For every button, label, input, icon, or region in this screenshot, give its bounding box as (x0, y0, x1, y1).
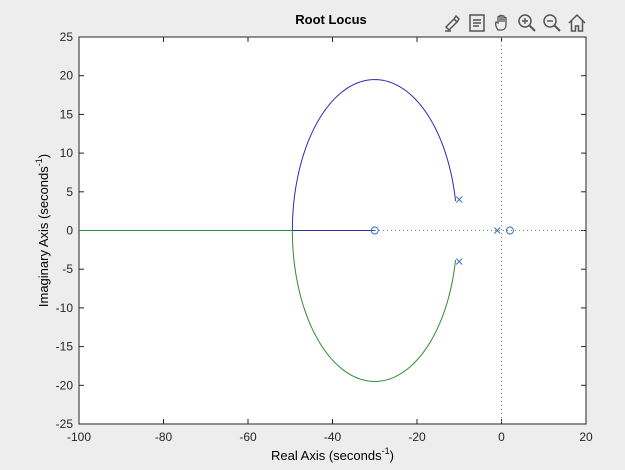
y-tick-label: 10 (60, 146, 74, 160)
figure-toolbar (440, 9, 589, 37)
x-tick-label: 0 (498, 430, 505, 444)
zoom-out-button[interactable] (540, 10, 564, 36)
axis-ticks: -100 -80 -60 -40 -20 0 20 -25 -20 -15 -10 -5 0 5 10 15 2… (56, 30, 593, 444)
y-tick-label: -5 (62, 262, 73, 276)
zero-marker (505, 226, 514, 235)
y-tick-label: 20 (60, 69, 74, 83)
zero-marker (370, 226, 379, 235)
y-tick-label: 5 (66, 185, 73, 199)
zoom-in-icon (518, 14, 536, 32)
brush-button[interactable] (440, 10, 464, 36)
x-tick-label: -20 (408, 430, 426, 444)
datatip-icon (469, 14, 485, 32)
plot-title: Root Locus (295, 12, 367, 27)
pole-marker (455, 196, 463, 203)
y-tick-label: 15 (60, 107, 74, 121)
y-tick-label: 25 (60, 30, 74, 44)
locus-branch-lower (79, 230, 457, 382)
y-tick-label: -15 (56, 340, 74, 354)
x-tick-label: -40 (324, 430, 342, 444)
pole-zero-markers (370, 196, 514, 265)
y-tick-label: -25 (56, 417, 74, 431)
zoom-in-button[interactable] (515, 10, 539, 36)
x-axis-label: Real Axis (seconds-1) (271, 446, 394, 463)
x-tick-label: 20 (579, 430, 593, 444)
y-tick-label: 0 (66, 224, 73, 238)
pan-hand-icon (494, 14, 507, 31)
x-tick-label: -80 (155, 430, 173, 444)
home-button[interactable] (565, 10, 589, 36)
x-tick-label: -100 (67, 430, 91, 444)
pan-button[interactable] (490, 10, 514, 36)
x-tick-label: -60 (239, 430, 257, 444)
y-tick-label: -10 (56, 301, 74, 315)
zoom-out-icon (543, 14, 561, 32)
y-axis-label: Imaginary Axis (seconds-1) (34, 154, 51, 307)
locus-branch-upper (291, 79, 457, 231)
pole-marker (455, 258, 463, 265)
locus-branches (79, 79, 457, 382)
brush-icon (444, 14, 460, 32)
datatip-button[interactable] (465, 10, 489, 36)
pole-marker (493, 227, 501, 234)
home-icon (568, 13, 586, 32)
y-tick-label: -20 (56, 378, 74, 392)
